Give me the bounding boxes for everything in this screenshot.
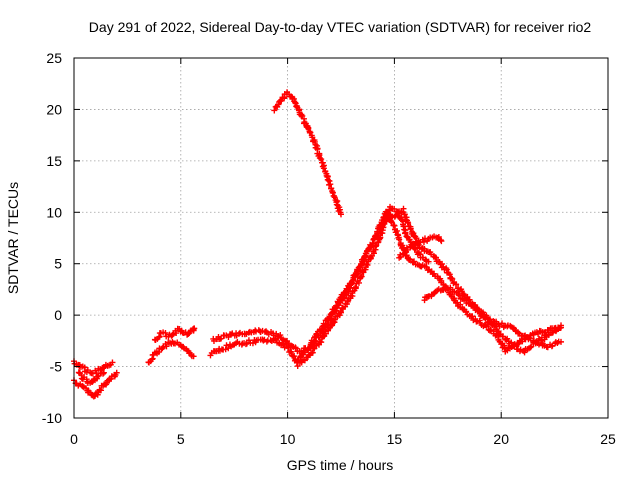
data-point	[288, 349, 295, 356]
data-point	[483, 323, 490, 330]
data-point	[309, 349, 316, 356]
data-point	[374, 230, 381, 237]
data-point	[541, 336, 548, 343]
data-point	[402, 229, 409, 236]
data-point	[163, 343, 170, 350]
data-point	[294, 363, 301, 370]
data-point	[393, 227, 400, 234]
axis-ticks: 0 5 10 15 20 25 -10 -5 0 5 10 15 20 25	[42, 50, 616, 447]
series-arc-early-2	[71, 369, 120, 400]
data-point	[425, 258, 432, 265]
data-point	[358, 260, 365, 267]
data-point	[448, 275, 455, 282]
x-tick-label: 0	[70, 431, 78, 447]
data-point	[170, 330, 177, 337]
series-arc-mid-1	[145, 338, 197, 366]
x-tick-label: 15	[387, 431, 403, 447]
data-point	[311, 138, 318, 145]
data-point	[305, 125, 312, 132]
data-point	[94, 373, 101, 380]
data-point	[109, 359, 116, 366]
x-tick-label: 10	[280, 431, 296, 447]
y-axis-label: SDTVAR / TECUs	[5, 182, 21, 294]
data-point	[100, 370, 107, 377]
y-tick-label: 15	[46, 153, 62, 169]
data-point	[558, 322, 565, 329]
x-tick-label: 20	[493, 431, 509, 447]
x-tick-label: 5	[177, 431, 185, 447]
data-point	[460, 291, 467, 298]
data-point	[420, 238, 427, 245]
data-point	[318, 326, 325, 333]
data-point	[396, 236, 403, 243]
data-point	[491, 322, 498, 329]
y-tick-label: 5	[54, 256, 62, 272]
y-tick-label: 20	[46, 101, 62, 117]
series-arc-mid-2	[151, 325, 198, 344]
data-point	[228, 331, 235, 338]
series-arc-late	[421, 284, 565, 356]
data-point	[499, 320, 506, 327]
data-point	[423, 263, 430, 270]
data-point	[291, 353, 298, 360]
data-point	[452, 281, 459, 288]
data-point	[173, 330, 180, 337]
data-point	[463, 308, 470, 315]
data-point	[310, 338, 317, 345]
data-point	[405, 220, 412, 227]
data-point	[113, 369, 120, 376]
plot-frame	[73, 57, 609, 419]
data-points	[71, 89, 565, 400]
y-tick-label: 0	[54, 307, 62, 323]
data-point	[327, 181, 334, 188]
data-point	[358, 273, 365, 280]
data-point	[329, 189, 336, 196]
data-point	[349, 277, 356, 284]
data-point	[482, 314, 489, 321]
data-point	[308, 132, 315, 139]
x-axis-label: GPS time / hours	[287, 457, 394, 473]
data-point	[189, 326, 196, 333]
data-point	[169, 331, 176, 338]
data-point	[344, 286, 351, 293]
data-point	[333, 302, 340, 309]
series-arc-high	[271, 89, 344, 218]
data-point	[190, 327, 197, 334]
data-point	[337, 309, 344, 316]
data-point	[331, 194, 338, 201]
y-tick-label: -5	[50, 359, 63, 375]
data-point	[100, 369, 107, 376]
data-point	[535, 330, 542, 337]
data-point	[438, 238, 445, 245]
data-point	[271, 107, 278, 114]
data-point	[190, 353, 197, 360]
data-point	[355, 279, 362, 286]
data-point	[318, 156, 325, 163]
chart-title: Day 291 of 2022, Sidereal Day-to-day VTE…	[89, 19, 592, 35]
data-point	[162, 329, 169, 336]
grid	[74, 58, 608, 418]
data-point	[438, 277, 445, 284]
data-point	[279, 340, 286, 347]
data-point	[388, 219, 395, 226]
data-point	[301, 357, 308, 364]
data-point	[449, 275, 456, 282]
data-point	[527, 344, 534, 351]
y-tick-label: 10	[46, 204, 62, 220]
data-point	[272, 336, 279, 343]
data-point	[218, 335, 225, 342]
data-point	[558, 338, 565, 345]
series-arc-mid-6	[396, 233, 445, 261]
y-tick-label: 25	[46, 50, 62, 66]
x-tick-label: 25	[600, 431, 616, 447]
y-tick-label: -10	[42, 410, 62, 426]
data-point	[338, 211, 344, 218]
data-point	[328, 310, 335, 317]
series-arc-early-3	[75, 369, 107, 386]
data-point	[283, 337, 290, 344]
data-point	[277, 332, 284, 339]
series-arc-mid-5	[293, 203, 432, 366]
